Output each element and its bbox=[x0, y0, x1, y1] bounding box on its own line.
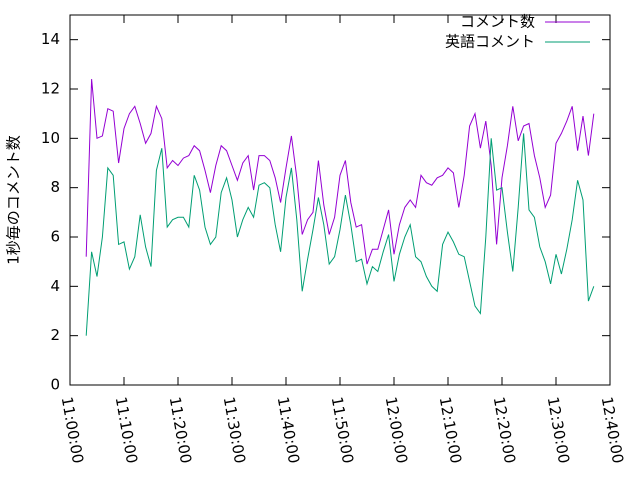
x-tick-label: 12:30:00 bbox=[544, 395, 573, 464]
x-tick-label: 11:20:00 bbox=[166, 395, 195, 464]
y-tick-label: 6 bbox=[50, 228, 60, 246]
y-tick-label: 14 bbox=[41, 30, 60, 48]
series-line bbox=[85, 133, 595, 336]
x-tick-label: 12:40:00 bbox=[598, 395, 627, 464]
y-tick-label: 0 bbox=[50, 376, 60, 394]
y-tick-label: 12 bbox=[41, 80, 60, 98]
x-tick-label: 11:40:00 bbox=[274, 395, 303, 464]
series-line bbox=[85, 79, 595, 265]
x-tick-label: 12:20:00 bbox=[490, 395, 519, 464]
x-tick-label: 12:10:00 bbox=[436, 395, 465, 464]
x-tick-label: 12:00:00 bbox=[382, 395, 411, 464]
y-tick-label: 4 bbox=[50, 277, 60, 295]
x-tick-label: 11:00:00 bbox=[58, 395, 87, 464]
x-tick-label: 11:10:00 bbox=[112, 395, 141, 464]
x-tick-label: 11:30:00 bbox=[220, 395, 249, 464]
legend-label: コメント数 bbox=[460, 13, 535, 31]
y-tick-label: 10 bbox=[41, 129, 60, 147]
y-tick-label: 2 bbox=[50, 326, 60, 344]
plot-frame bbox=[69, 14, 611, 386]
legend-label: 英語コメント bbox=[445, 33, 535, 51]
y-tick-label: 8 bbox=[50, 178, 60, 196]
y-axis-label: 1秒毎のコメント数 bbox=[5, 135, 23, 265]
x-tick-label: 11:50:00 bbox=[328, 395, 357, 464]
